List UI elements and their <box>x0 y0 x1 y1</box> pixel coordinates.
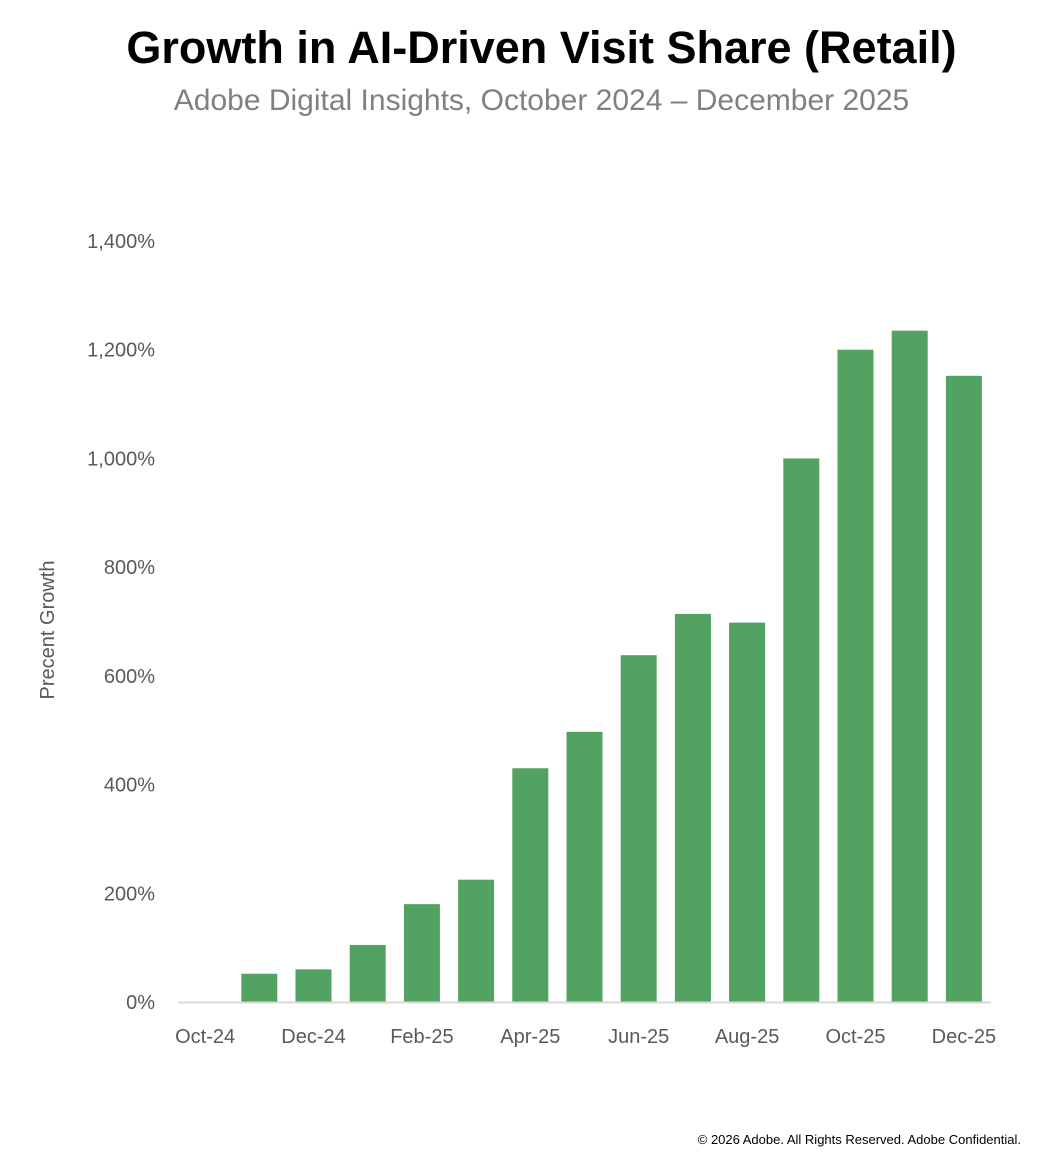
y-tick-label: 200% <box>104 883 155 905</box>
y-tick-label: 1,400% <box>87 231 155 253</box>
y-axis-label: Precent Growth <box>37 561 59 700</box>
y-tick-label: 600% <box>104 666 155 688</box>
bar-aug-25 <box>729 622 766 1002</box>
y-tick-label: 1,200% <box>87 340 155 362</box>
x-tick-label: Aug-25 <box>715 1026 780 1048</box>
y-tick-label: 0% <box>126 992 155 1014</box>
bar-jul-25 <box>674 613 711 1002</box>
bar-jun-25 <box>620 655 657 1002</box>
bar-oct-25 <box>837 349 874 1002</box>
bar-feb-25 <box>403 904 440 1002</box>
chart-subtitle: Adobe Digital Insights, October 2024 – D… <box>173 84 910 117</box>
bar-nov-24 <box>241 973 278 1002</box>
x-tick-label: Feb-25 <box>390 1026 453 1048</box>
y-tick-label: 400% <box>104 775 155 797</box>
bar-jan-25 <box>349 944 386 1002</box>
bar-apr-25 <box>512 768 549 1002</box>
x-tick-label: Apr-25 <box>500 1026 560 1048</box>
x-tick-label: Jun-25 <box>608 1026 669 1048</box>
y-tick-label: 800% <box>104 557 155 579</box>
x-tick-label: Oct-24 <box>175 1026 235 1048</box>
bar-mar-25 <box>458 879 495 1002</box>
x-tick-label: Dec-24 <box>281 1026 345 1048</box>
bar-may-25 <box>566 731 603 1002</box>
bar-dec-24 <box>295 969 332 1002</box>
bar-nov-25 <box>891 330 928 1002</box>
x-tick-label: Oct-25 <box>825 1026 885 1048</box>
bar-dec-25 <box>945 375 982 1002</box>
x-tick-label: Dec-25 <box>932 1026 996 1048</box>
y-tick-label: 1,000% <box>87 448 155 470</box>
bar-sep-25 <box>783 458 820 1002</box>
copyright-footer: © 2026 Adobe. All Rights Reserved. Adobe… <box>697 1132 1021 1147</box>
chart-title: Growth in AI-Driven Visit Share (Retail) <box>126 22 957 73</box>
